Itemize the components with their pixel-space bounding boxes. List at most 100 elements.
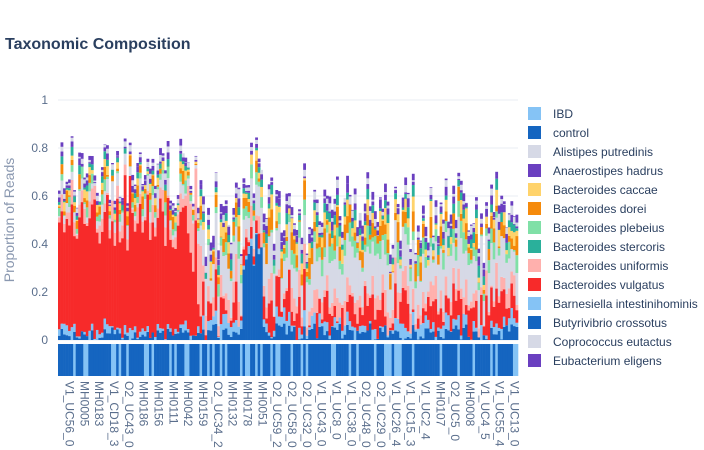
bar-segment — [320, 319, 324, 324]
bar-segment — [490, 204, 494, 213]
bar-segment — [298, 237, 301, 271]
x-tick-label: O2_UC59_2 — [270, 381, 284, 448]
bar-segment — [255, 139, 258, 144]
bar-segment — [219, 222, 223, 237]
bar-segment — [328, 307, 332, 314]
bar-segment — [424, 236, 428, 238]
legend-item[interactable]: Coprococcus eutactus — [528, 332, 704, 351]
bar-segment — [234, 320, 238, 333]
legend-item[interactable]: control — [528, 123, 704, 142]
bar-segment — [100, 194, 104, 205]
legend-item[interactable]: Bacteroides dorei — [528, 199, 704, 218]
bar-segment — [310, 248, 314, 265]
bar-segment — [245, 237, 248, 256]
group-strip-cell — [78, 344, 82, 376]
bar-segment — [351, 296, 355, 327]
legend-item[interactable]: Barnesiella intestinihominis — [528, 294, 704, 313]
bar-segment — [394, 318, 397, 331]
bar-segment — [197, 231, 200, 244]
bar-segment — [320, 323, 324, 327]
bar-segment — [275, 221, 279, 229]
bar-segment — [510, 238, 514, 250]
bar-segment — [154, 198, 157, 206]
bar-segment — [439, 202, 443, 205]
bar-segment — [209, 330, 213, 340]
bar-segment — [507, 213, 511, 215]
bar-segment — [442, 245, 446, 251]
bar-segment — [315, 215, 319, 227]
bar-segment — [512, 275, 516, 296]
bar-segment — [368, 226, 372, 235]
bar-segment — [459, 220, 463, 239]
bar-segment — [325, 331, 329, 340]
bar-segment — [452, 193, 456, 197]
bar-segment — [138, 165, 142, 173]
legend-item[interactable]: Bacteroides caccae — [528, 180, 704, 199]
bar-segment — [189, 189, 193, 191]
bar-segment — [95, 201, 99, 205]
bar-segment — [505, 242, 509, 251]
bar-segment — [197, 304, 200, 327]
bar-segment — [176, 209, 180, 212]
bar-segment — [174, 216, 178, 223]
bar-segment — [303, 180, 306, 200]
bar-segment — [113, 219, 117, 223]
group-strip-cell — [202, 344, 205, 376]
group-strip-cell — [371, 344, 375, 376]
bar-segment — [78, 152, 82, 157]
bar-segment — [118, 242, 122, 329]
bar-segment — [179, 211, 183, 325]
bar-segment — [411, 181, 415, 186]
legend-item[interactable]: Alistipes putredinis — [528, 142, 704, 161]
bar-segment — [394, 257, 397, 284]
bar-segment — [58, 207, 61, 217]
bar-segment — [280, 258, 284, 278]
bar-segment — [386, 335, 390, 338]
bar-segment — [267, 189, 271, 198]
bar-segment — [179, 193, 183, 212]
bar-segment — [202, 329, 205, 340]
bar-segment — [444, 276, 448, 296]
bar-segment — [396, 242, 400, 264]
legend-item[interactable]: Bacteroides plebeius — [528, 218, 704, 237]
bar-segment — [373, 255, 377, 299]
bar-segment — [442, 238, 446, 246]
bar-segment — [315, 261, 319, 290]
legend-item[interactable]: Anaerostipes hadrus — [528, 161, 704, 180]
bar-segment — [409, 333, 413, 339]
group-strip-cell — [353, 344, 357, 376]
bar-segment — [154, 236, 157, 337]
bar-segment — [108, 230, 112, 239]
bar-segment — [313, 199, 317, 203]
group-strip-cell — [161, 344, 165, 376]
bar-segment — [133, 216, 137, 221]
legend-item[interactable]: Butyrivibrio crossotus — [528, 313, 704, 332]
legend-item[interactable]: Bacteroides uniformis — [528, 256, 704, 275]
bar-segment — [108, 204, 112, 206]
legend-item[interactable]: Bacteroides vulgatus — [528, 275, 704, 294]
bar-segment — [298, 209, 301, 212]
legend-item[interactable]: Bacteroides stercoris — [528, 237, 704, 256]
bar-segment — [361, 315, 365, 326]
x-tick-label: MH0051 — [255, 381, 269, 427]
bar-segment — [123, 148, 127, 154]
bar-segment — [495, 189, 499, 206]
bar-segment — [262, 319, 266, 327]
legend-item[interactable]: IBD — [528, 104, 704, 123]
legend-swatch — [528, 164, 541, 177]
bar-segment — [275, 202, 279, 206]
group-strip-cell — [305, 344, 309, 376]
bar-segment — [444, 295, 448, 313]
bar-segment — [475, 290, 478, 301]
bar-segment — [252, 220, 256, 249]
bar-segment — [136, 162, 140, 167]
group-strip-cell — [189, 344, 193, 376]
bar-segment — [68, 336, 71, 340]
bar-segment — [363, 280, 367, 287]
bar-segment — [409, 252, 413, 259]
bar-segment — [419, 262, 423, 281]
legend-item[interactable]: Eubacterium eligens — [528, 351, 704, 370]
bar-segment — [366, 246, 370, 294]
bar-segment — [320, 222, 324, 227]
group-strip-cell — [237, 344, 241, 376]
